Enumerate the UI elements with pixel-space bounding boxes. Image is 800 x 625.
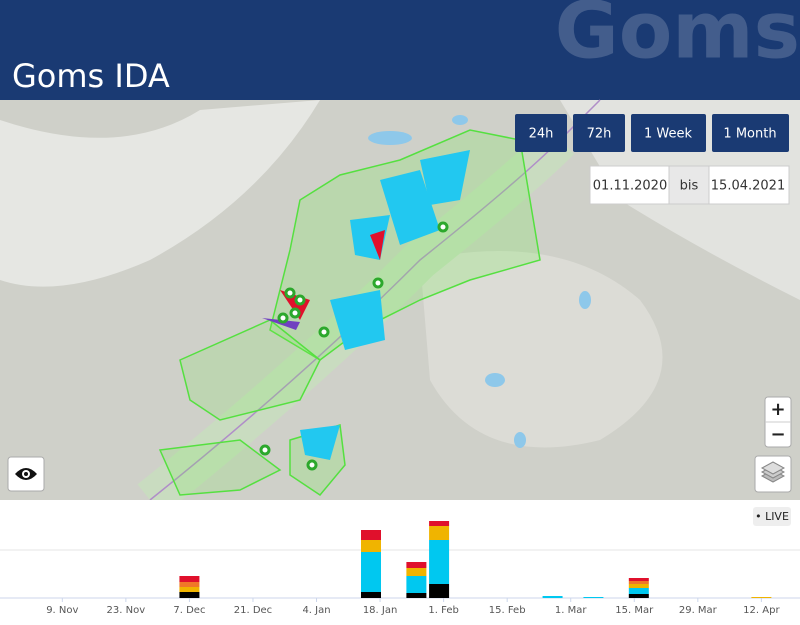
x-tick-label: 15. Mar: [615, 605, 654, 616]
bar-segment: [429, 526, 450, 540]
bar-segment: [406, 568, 427, 576]
button-label[interactable]: 1 Month: [723, 127, 776, 142]
x-tick-label: 21. Dec: [234, 605, 272, 616]
watermark: Goms: [555, 0, 800, 76]
date-from[interactable]: 01.11.2020: [593, 179, 667, 194]
x-tick-label: 7. Dec: [173, 605, 205, 616]
date-range: 01.11.2020 bis 15.04.2021: [589, 165, 790, 205]
bar-segment: [429, 584, 450, 598]
bar-segment: [360, 530, 381, 540]
bar-segment: [360, 540, 381, 552]
bar-segment: [429, 540, 450, 584]
bar-segment: [628, 584, 649, 588]
button-label[interactable]: 1 Week: [644, 127, 692, 142]
zoom-in[interactable]: +: [770, 399, 785, 420]
button[interactable]: [631, 114, 706, 152]
x-tick-label: 9. Nov: [46, 605, 78, 616]
bar-segment: [628, 578, 649, 581]
bar-segment: [179, 582, 200, 587]
map[interactable]: [0, 99, 800, 516]
button[interactable]: [712, 114, 789, 152]
x-tick-label: 29. Mar: [679, 605, 718, 616]
x-tick-label: 18. Jan: [363, 605, 398, 616]
bar-segment: [406, 562, 427, 568]
zoom-out[interactable]: −: [770, 424, 785, 445]
x-tick-label: 23. Nov: [107, 605, 146, 616]
layers-button[interactable]: [754, 455, 792, 493]
button[interactable]: [573, 114, 625, 152]
bar-segment: [360, 592, 381, 598]
live-badge[interactable]: [753, 507, 791, 526]
range-buttons: 24h 72h 1 Week 1 Month: [515, 114, 789, 152]
x-tick-label: 12. Apr: [743, 605, 780, 616]
bar-segment: [751, 597, 772, 598]
bar-segment: [542, 596, 563, 598]
bar-segment: [628, 588, 649, 594]
button[interactable]: [515, 114, 567, 152]
bar-segment: [179, 576, 200, 582]
header: [0, 0, 800, 100]
bar-segment: [628, 594, 649, 598]
bar-segment: [583, 597, 604, 598]
button-label[interactable]: 24h: [529, 127, 554, 142]
bar-segment: [179, 592, 200, 598]
zoom-control: + −: [764, 396, 792, 448]
bar-segment: [179, 587, 200, 592]
x-tick-label: 15. Feb: [489, 605, 526, 616]
chart-panel: [0, 500, 800, 621]
bar-segment: [429, 521, 450, 526]
bar-segment: [406, 593, 427, 598]
live-label[interactable]: • LIVE: [755, 510, 789, 523]
button-label[interactable]: 72h: [587, 127, 612, 142]
x-tick-label: 1. Mar: [555, 605, 587, 616]
date-separator: bis: [680, 179, 699, 194]
bar-segment: [360, 552, 381, 592]
date-to[interactable]: 15.04.2021: [711, 179, 785, 194]
x-tick-label: 1. Feb: [428, 605, 458, 616]
title: Goms IDA: [12, 57, 170, 95]
visibility-button[interactable]: [7, 456, 45, 492]
x-tick-label: 4. Jan: [302, 605, 330, 616]
bar-segment: [406, 576, 427, 593]
bar-segment: [628, 581, 649, 584]
